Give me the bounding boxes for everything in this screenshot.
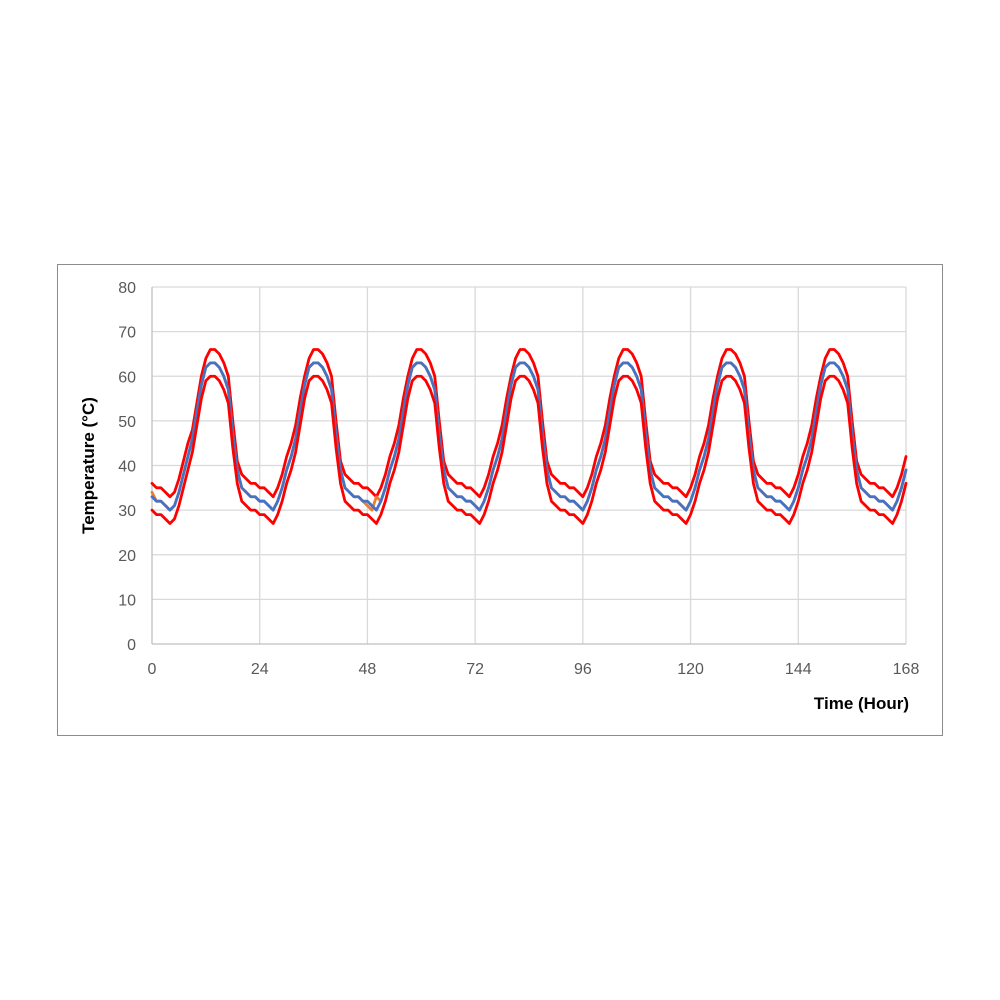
y-tick-label: 80	[118, 280, 136, 297]
chart-frame: 0 10 20 30 40 50 60 70 80 0 24 48 72 96 120 144 168 Temp…	[57, 264, 943, 736]
x-tick-label: 120	[677, 661, 704, 678]
y-tick-label: 60	[118, 369, 136, 386]
y-tick-label: 50	[118, 414, 136, 431]
y-tick-label: 70	[118, 325, 136, 342]
x-axis-title: Time (Hour)	[814, 694, 909, 713]
y-tick-label: 0	[127, 637, 136, 654]
temperature-line-chart: 0 10 20 30 40 50 60 70 80 0 24 48 72 96 120 144 168 Temp…	[79, 280, 919, 713]
x-tick-label: 72	[466, 661, 484, 678]
series-lines	[150, 348, 908, 525]
x-tick-label: 24	[251, 661, 269, 678]
y-tick-label: 10	[118, 592, 136, 609]
series-line-3	[150, 361, 908, 512]
series-line-4	[150, 374, 908, 525]
grid-lines	[152, 286, 907, 644]
x-tick-label: 168	[893, 661, 920, 678]
x-tick-label: 96	[574, 661, 592, 678]
x-tick-label: 144	[785, 661, 812, 678]
y-tick-label: 20	[118, 548, 136, 565]
axes	[151, 287, 906, 645]
tick-labels: 0 10 20 30 40 50 60 70 80 0 24 48 72 96 120 144 168	[118, 280, 919, 678]
y-axis-title: Temperature (°C)	[79, 397, 98, 534]
series-line-1	[150, 348, 908, 499]
y-tick-label: 30	[118, 503, 136, 520]
x-tick-label: 48	[359, 661, 377, 678]
x-tick-label: 0	[148, 661, 157, 678]
y-tick-label: 40	[118, 459, 136, 476]
